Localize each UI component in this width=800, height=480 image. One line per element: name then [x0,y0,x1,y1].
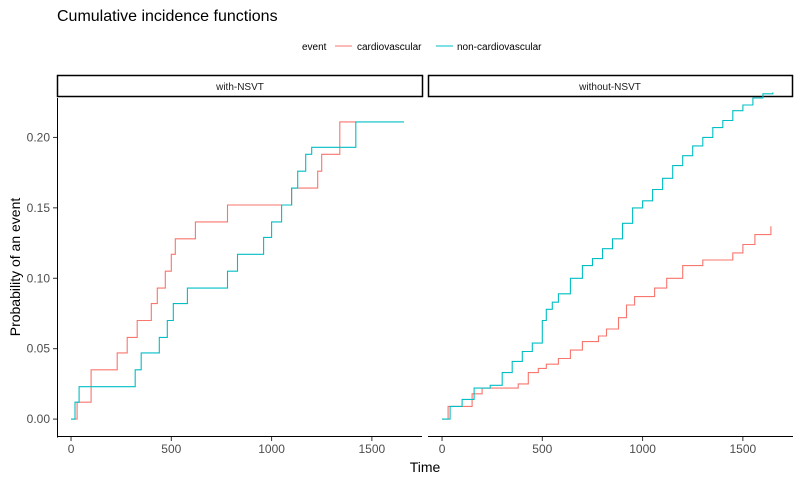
x-tick-label: 1000 [258,442,285,456]
legend-label-non-cardiovascular: non-cardiovascular [457,42,542,53]
series-line-cardiovascular-with-nsvt [71,121,356,420]
y-tick-label: 0.05 [27,342,51,356]
series-with-nsvt [71,121,404,420]
legend-title: event [302,42,327,53]
x-tick-label: 1500 [359,442,386,456]
y-axis: 0.00 0.05 0.10 0.15 0.20 [27,130,57,426]
y-tick-label: 0.00 [27,412,51,426]
y-tick-label: 0.20 [27,130,51,144]
strip-with-nsvt: with-NSVT [56,74,424,98]
chart-title: Cumulative incidence functions [57,8,278,25]
y-tick-label: 0.15 [27,201,51,215]
strip-label-without-nsvt: without-NSVT [578,82,641,93]
x-tick-label: 0 [439,442,446,456]
series-line-non-cardiovascular-with-nsvt [71,121,404,420]
strip-without-nsvt: without-NSVT [427,74,794,98]
series-without-nsvt [442,92,774,420]
legend-label-cardiovascular: cardiovascular [357,42,422,53]
y-axis-label: Probability of an event [7,198,23,337]
strip-label-with-nsvt: with-NSVT [215,82,264,93]
series-line-non-cardiovascular-without-nsvt [442,92,774,420]
x-tick-label: 1000 [629,442,656,456]
x-axis-label: Time [410,459,441,475]
legend: event cardiovascular non-cardiovascular [302,42,542,53]
x-tick-label: 1500 [730,442,757,456]
x-tick-label: 500 [161,442,181,456]
x-axis-without-nsvt: 0 500 1000 1500 [439,437,757,456]
series-line-cardiovascular-without-nsvt [442,226,772,420]
x-tick-label: 500 [532,442,552,456]
x-axis-with-nsvt: 0 500 1000 1500 [68,437,386,456]
x-tick-label: 0 [68,442,75,456]
y-tick-label: 0.10 [27,271,51,285]
